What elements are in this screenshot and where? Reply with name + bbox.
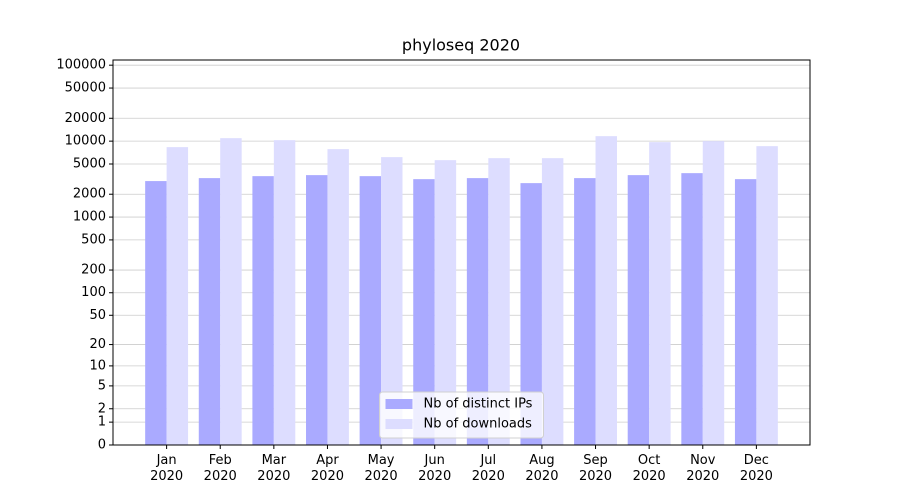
x-tick-label: Mar 2020	[257, 453, 291, 484]
x-tick-label: Jan 2020	[150, 453, 184, 484]
legend-swatch	[385, 399, 413, 409]
y-tick-label: 100	[81, 285, 106, 300]
bar	[756, 146, 778, 445]
x-tick-label: Jul 2020	[471, 453, 505, 484]
bar	[681, 173, 703, 446]
y-tick-label: 10	[89, 358, 106, 373]
bar	[359, 176, 382, 445]
plot-frame	[112, 59, 811, 446]
bar	[145, 181, 167, 445]
y-tick-label: 100000	[56, 58, 106, 73]
y-tick-label: 2000	[73, 187, 106, 202]
chart-title: phyloseq 2020	[402, 36, 520, 55]
bar	[327, 149, 349, 445]
y-tick-label: 0	[98, 438, 106, 453]
y-tick-label: 1000	[73, 210, 106, 225]
y-tick-label: 20	[89, 337, 106, 352]
x-tick-label: Nov 2020	[686, 453, 720, 484]
x-tick-label: Feb 2020	[203, 453, 237, 484]
bar	[413, 179, 435, 446]
bar	[520, 183, 542, 445]
legend-label: Nb of downloads	[424, 417, 533, 432]
y-tick-label: 50000	[65, 81, 106, 96]
legend-swatch	[385, 419, 413, 429]
bar	[649, 142, 671, 445]
y-tick-label: 500	[81, 232, 106, 247]
bar	[381, 157, 403, 445]
y-tick-label: 10000	[65, 134, 106, 149]
x-tick-label: Oct 2020	[632, 453, 666, 484]
bar	[252, 176, 274, 445]
bar	[734, 179, 757, 446]
bar	[541, 158, 564, 446]
bar	[595, 136, 617, 445]
x-tick-label: May 2020	[364, 453, 398, 484]
bar	[488, 158, 510, 446]
x-tick-label: Aug 2020	[525, 453, 559, 484]
y-tick-label: 50	[89, 308, 106, 323]
legend-box	[379, 391, 544, 439]
y-tick-label: 2	[98, 401, 106, 416]
x-tick-label: Sep 2020	[578, 453, 613, 484]
bar	[166, 147, 189, 446]
bar	[306, 175, 328, 445]
legend-label: Nb of distinct IPs	[424, 397, 533, 412]
bar	[702, 141, 725, 445]
bar	[466, 178, 489, 445]
x-tick-label: Jun 2020	[418, 453, 452, 484]
bar	[220, 138, 242, 445]
y-tick-label: 20000	[65, 111, 106, 126]
y-tick-label: 5	[98, 378, 106, 393]
x-tick-label: Dec 2020	[739, 453, 773, 484]
y-tick-label: 200	[81, 263, 106, 278]
bar	[627, 175, 650, 445]
y-tick-label: 5000	[73, 157, 106, 172]
bar	[434, 160, 457, 446]
bar	[574, 178, 596, 445]
bar	[198, 178, 221, 445]
x-tick-label: Apr 2020	[310, 453, 344, 484]
y-tick-label: 1	[98, 415, 106, 430]
bar	[273, 140, 296, 445]
